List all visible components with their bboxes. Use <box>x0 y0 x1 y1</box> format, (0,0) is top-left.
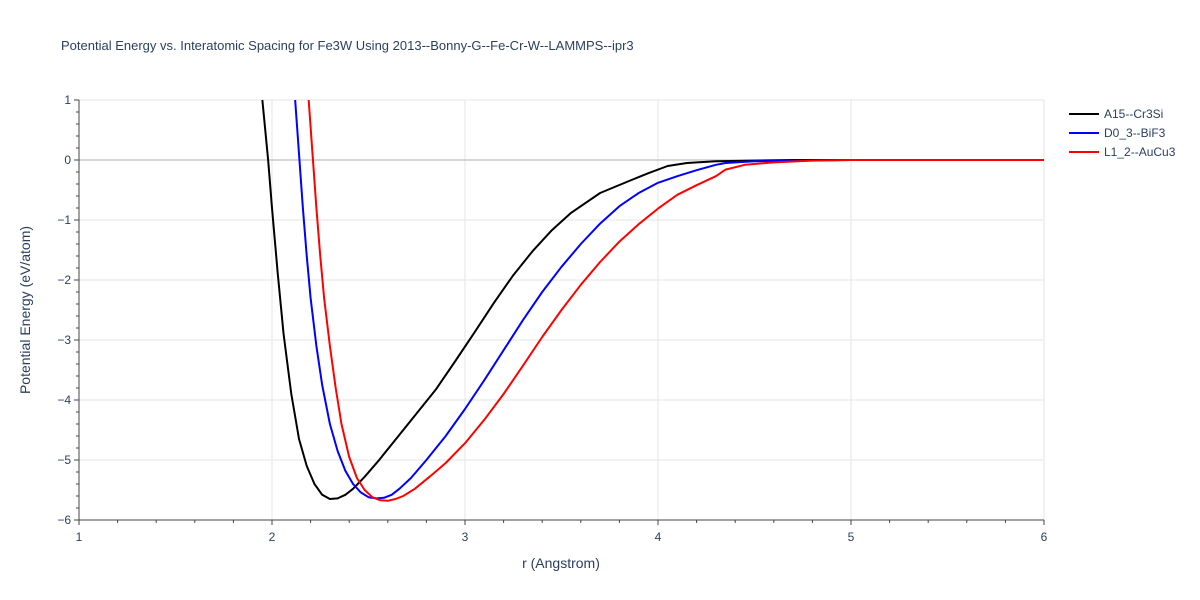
series-line-2 <box>307 100 1044 502</box>
y-tick-label: 0 <box>64 153 71 167</box>
y-tick-label: −4 <box>57 393 71 407</box>
chart-title: Potential Energy vs. Interatomic Spacing… <box>61 38 634 53</box>
series-line-0 <box>261 100 1044 500</box>
x-tick-label: 1 <box>76 530 83 544</box>
legend: A15--Cr3Si D0_3--BiF3 L1_2--AuCu3 <box>1069 107 1176 159</box>
series-layer <box>261 100 1044 502</box>
y-tick-label: −3 <box>57 333 71 347</box>
x-tick-label: 3 <box>462 530 469 544</box>
legend-item-label: L1_2--AuCu3 <box>1104 145 1176 159</box>
y-tick-label: −2 <box>57 273 71 287</box>
y-tick-label: −5 <box>57 453 71 467</box>
x-tick-label: 4 <box>655 530 662 544</box>
x-tick-label: 6 <box>1041 530 1048 544</box>
y-axis-label: Potential Energy (eV/atom) <box>17 226 33 394</box>
x-tick-label: 2 <box>269 530 276 544</box>
legend-item-label: D0_3--BiF3 <box>1104 126 1166 140</box>
x-tick-label: 5 <box>848 530 855 544</box>
axes: 1 2 3 4 5 6 1 0 −1 −2 −3 −4 −5 −6 <box>57 93 1047 544</box>
x-axis-label: r (Angstrom) <box>522 555 600 571</box>
series-line-1 <box>294 100 1044 500</box>
legend-item-label: A15--Cr3Si <box>1104 107 1163 121</box>
y-tick-label: 1 <box>64 93 71 107</box>
y-tick-label: −6 <box>57 513 71 527</box>
y-tick-label: −1 <box>57 213 71 227</box>
